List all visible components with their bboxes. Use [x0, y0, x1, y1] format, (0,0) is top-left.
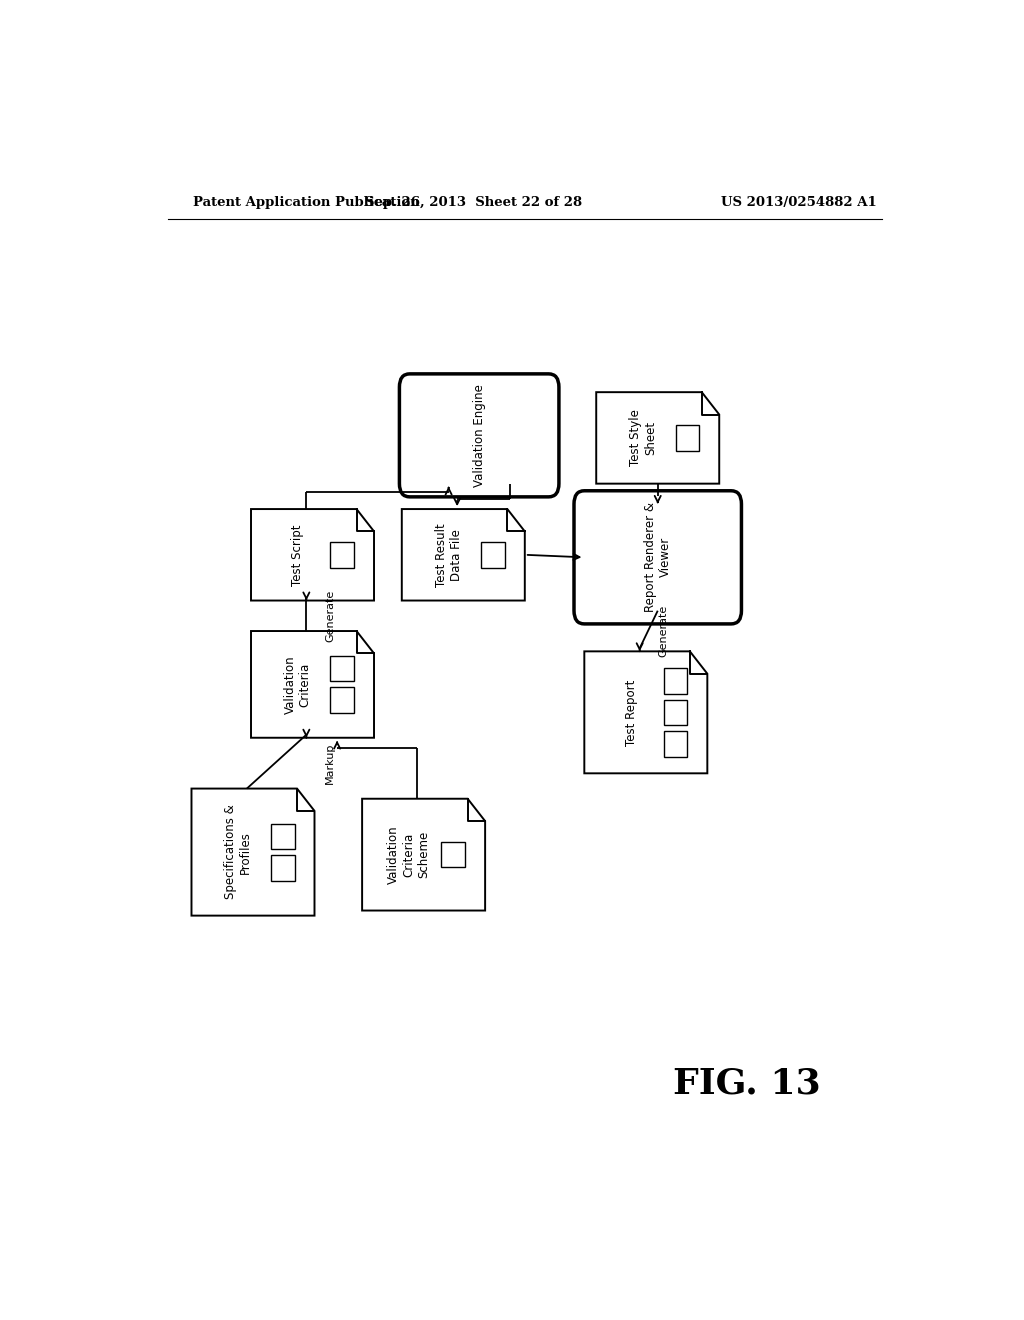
- Bar: [331, 543, 354, 568]
- Text: Sep. 26, 2013  Sheet 22 of 28: Sep. 26, 2013 Sheet 22 of 28: [365, 195, 582, 209]
- Text: Validation
Criteria
Scheme: Validation Criteria Scheme: [387, 825, 430, 884]
- Polygon shape: [251, 510, 374, 601]
- Bar: [664, 668, 687, 693]
- Text: Generate: Generate: [326, 590, 335, 642]
- Text: US 2013/0254882 A1: US 2013/0254882 A1: [721, 195, 877, 209]
- Bar: [270, 824, 295, 849]
- Polygon shape: [191, 788, 314, 916]
- Polygon shape: [585, 651, 708, 774]
- Text: Markup: Markup: [326, 742, 335, 784]
- Text: Specifications &
Profiles: Specifications & Profiles: [224, 805, 252, 899]
- Text: Generate: Generate: [658, 605, 669, 657]
- Bar: [270, 855, 295, 880]
- Bar: [676, 425, 699, 450]
- Bar: [331, 688, 354, 713]
- Text: Report Renderer &
Viewer: Report Renderer & Viewer: [644, 503, 672, 612]
- Bar: [331, 656, 354, 681]
- Polygon shape: [401, 510, 524, 601]
- Bar: [441, 842, 465, 867]
- Text: Test Script: Test Script: [291, 524, 304, 586]
- Bar: [481, 543, 505, 568]
- Bar: [664, 700, 687, 725]
- Polygon shape: [251, 631, 374, 738]
- Text: FIG. 13: FIG. 13: [673, 1067, 821, 1101]
- Text: Patent Application Publication: Patent Application Publication: [194, 195, 420, 209]
- Text: Test Report: Test Report: [625, 680, 638, 746]
- Text: Validation
Criteria: Validation Criteria: [284, 655, 311, 714]
- Text: Test Result
Data File: Test Result Data File: [434, 523, 463, 586]
- FancyBboxPatch shape: [399, 374, 559, 496]
- Polygon shape: [362, 799, 485, 911]
- Polygon shape: [596, 392, 719, 483]
- Bar: [664, 731, 687, 756]
- Text: Test Style
Sheet: Test Style Sheet: [629, 409, 657, 466]
- FancyBboxPatch shape: [574, 491, 741, 624]
- Text: Validation Engine: Validation Engine: [473, 384, 485, 487]
